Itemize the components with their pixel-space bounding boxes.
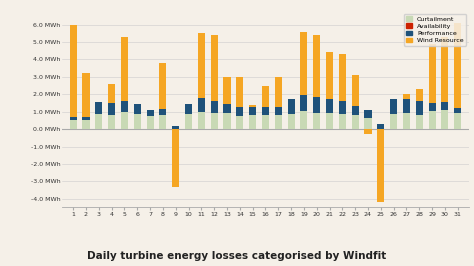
Bar: [121, 112, 128, 129]
Bar: [390, 114, 397, 129]
Bar: [326, 99, 333, 113]
Bar: [352, 115, 359, 129]
Bar: [377, 124, 384, 129]
Bar: [223, 77, 230, 129]
Bar: [339, 101, 346, 114]
Bar: [416, 101, 423, 115]
Bar: [313, 35, 320, 129]
Bar: [301, 32, 308, 129]
Bar: [70, 120, 77, 129]
Text: Daily turbine energy losses categorised by Windfit: Daily turbine energy losses categorised …: [87, 251, 387, 261]
Bar: [236, 116, 243, 129]
Bar: [441, 37, 448, 129]
Bar: [288, 114, 295, 129]
Bar: [454, 108, 461, 113]
Bar: [198, 98, 205, 112]
Bar: [352, 75, 359, 129]
Bar: [428, 103, 436, 111]
Bar: [185, 114, 192, 129]
Bar: [223, 104, 230, 113]
Bar: [313, 97, 320, 113]
Bar: [441, 110, 448, 129]
Bar: [121, 101, 128, 112]
Bar: [428, 111, 436, 129]
Bar: [82, 73, 90, 129]
Bar: [275, 77, 282, 129]
Bar: [403, 99, 410, 113]
Bar: [416, 89, 423, 129]
Bar: [198, 112, 205, 129]
Bar: [365, 118, 372, 129]
Bar: [326, 113, 333, 129]
Bar: [159, 109, 166, 115]
Bar: [262, 86, 269, 129]
Bar: [390, 99, 397, 114]
Bar: [403, 113, 410, 129]
Bar: [146, 116, 154, 129]
Bar: [159, 115, 166, 129]
Bar: [134, 114, 141, 129]
Bar: [339, 114, 346, 129]
Bar: [223, 113, 230, 129]
Bar: [275, 115, 282, 129]
Bar: [352, 106, 359, 115]
Bar: [249, 115, 256, 129]
Bar: [108, 84, 115, 129]
Bar: [365, 110, 372, 118]
Bar: [236, 107, 243, 116]
Bar: [198, 33, 205, 129]
Bar: [95, 114, 102, 129]
Bar: [454, 113, 461, 129]
Bar: [172, 126, 179, 129]
Bar: [172, 129, 179, 186]
Legend: Curtailment, Availability, Performance, Wind Resource: Curtailment, Availability, Performance, …: [404, 14, 466, 46]
Bar: [301, 111, 308, 129]
Bar: [249, 107, 256, 115]
Bar: [108, 103, 115, 115]
Bar: [428, 44, 436, 129]
Bar: [185, 104, 192, 114]
Bar: [210, 113, 218, 129]
Bar: [70, 24, 77, 129]
Bar: [82, 117, 90, 120]
Bar: [403, 94, 410, 129]
Bar: [326, 52, 333, 129]
Bar: [236, 77, 243, 129]
Bar: [262, 107, 269, 115]
Bar: [288, 99, 295, 114]
Bar: [454, 23, 461, 129]
Bar: [146, 110, 154, 116]
Bar: [82, 120, 90, 129]
Bar: [95, 102, 102, 114]
Bar: [70, 117, 77, 120]
Bar: [275, 107, 282, 115]
Bar: [377, 129, 384, 202]
Bar: [441, 102, 448, 110]
Bar: [121, 37, 128, 129]
Bar: [249, 105, 256, 129]
Bar: [365, 129, 372, 134]
Bar: [159, 63, 166, 129]
Bar: [210, 35, 218, 129]
Bar: [262, 115, 269, 129]
Bar: [108, 115, 115, 129]
Bar: [210, 101, 218, 113]
Bar: [313, 113, 320, 129]
Bar: [301, 95, 308, 111]
Bar: [339, 54, 346, 129]
Bar: [416, 115, 423, 129]
Bar: [134, 104, 141, 114]
